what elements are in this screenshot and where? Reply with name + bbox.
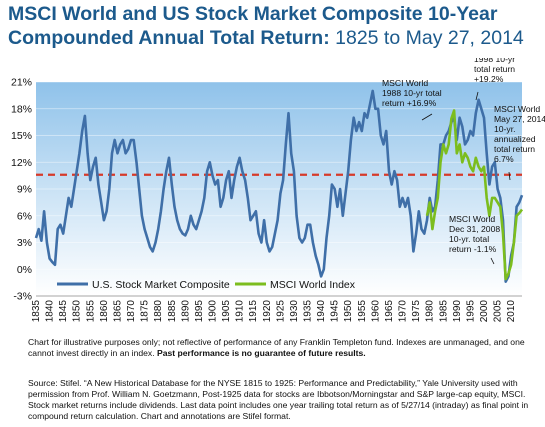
x-tick-label: 1860 xyxy=(99,300,110,323)
x-tick-label: 1855 xyxy=(85,300,96,323)
title-line-1: MSCI World and US Stock Market Composite… xyxy=(8,3,498,25)
x-tick-label: 1990 xyxy=(452,300,463,323)
x-tick-label: 1840 xyxy=(45,300,56,323)
x-tick-label: 1885 xyxy=(167,300,178,323)
annotation-msci-2008: MSCI World Dec 31, 2008 10-yr. total ret… xyxy=(449,214,503,254)
x-tick-label: 1845 xyxy=(58,300,69,323)
y-tick-label: -3% xyxy=(13,291,32,303)
x-tick-label: 1925 xyxy=(275,300,286,323)
annotation-msci-1988: MSCI World 1988 10-yr total return +16.9… xyxy=(382,78,444,108)
x-tick-label: 1965 xyxy=(384,300,395,323)
caption: Chart for illustrative purposes only; no… xyxy=(28,337,540,359)
y-axis: 21% 18% 15% 12% 9% 6% 3% 0% -3% xyxy=(11,77,32,303)
legend-label-us: U.S. Stock Market Composite xyxy=(92,279,230,291)
x-tick-label: 1940 xyxy=(316,300,327,323)
x-tick-label: 1890 xyxy=(180,300,191,323)
x-tick-label: 1960 xyxy=(370,300,381,323)
legend-label-msci: MSCI World Index xyxy=(270,279,356,291)
x-tick-label: 1970 xyxy=(398,300,409,323)
annotation-arrow-1998 xyxy=(475,91,479,101)
y-tick-label: 9% xyxy=(17,184,32,196)
title-line-2-bold: Compounded Annual Total Return: xyxy=(8,27,330,49)
x-tick-label: 1980 xyxy=(425,300,436,323)
y-tick-label: 3% xyxy=(17,237,32,249)
series-line-msci-world xyxy=(425,109,524,281)
y-tick-label: 6% xyxy=(17,210,32,222)
legend: U.S. Stock Market Composite MSCI World I… xyxy=(57,279,356,291)
caption-text: Chart for illustrative purposes only; no… xyxy=(28,337,525,358)
chart-title: MSCI World and US Stock Market Composite… xyxy=(8,2,543,50)
annotation-arrow-2008 xyxy=(490,257,495,265)
x-tick-label: 1985 xyxy=(438,300,449,323)
title-line-2: Compounded Annual Total Return: 1825 to … xyxy=(8,26,543,50)
x-tick-label: 1915 xyxy=(248,300,259,323)
x-tick-label: 2010 xyxy=(506,300,517,323)
y-tick-label: 12% xyxy=(11,157,32,169)
x-tick-label: 1995 xyxy=(465,300,476,323)
series-group xyxy=(34,89,524,283)
x-tick-label: 1905 xyxy=(221,300,232,323)
source-note: Source: Stifel. “A New Historical Databa… xyxy=(28,378,529,421)
x-tick-label: 1870 xyxy=(126,300,137,323)
annotation-msci-may-2014: MSCI World May 27, 2014 10-yr. annualize… xyxy=(494,104,545,164)
annotation-arrow-1988 xyxy=(421,113,433,121)
x-tick-label: 1920 xyxy=(262,300,273,323)
x-tick-label: 1910 xyxy=(235,300,246,323)
series-line-us-composite xyxy=(34,89,524,283)
x-tick-label: 1975 xyxy=(411,300,422,323)
y-tick-label: 15% xyxy=(11,130,32,142)
caption-bold-text: Past performance is no guarantee of futu… xyxy=(156,348,366,358)
x-axis: 1835 1840 1845 1850 1855 1860 1865 1870 1875 1880… xyxy=(31,295,522,323)
x-tick-label: 1900 xyxy=(207,300,218,323)
x-tick-label: 1930 xyxy=(289,300,300,323)
y-tick-label: 0% xyxy=(17,264,32,276)
x-tick-label: 1895 xyxy=(194,300,205,323)
line-chart: 21% 18% 15% 12% 9% 6% 3% 0% -3% 1835 1840 1845 1850… xyxy=(11,58,545,323)
x-tick-label: 2000 xyxy=(479,300,490,323)
x-tick-label: 1850 xyxy=(72,300,83,323)
annotations: MSCI World 1988 10-yr total return +16.9… xyxy=(382,58,545,265)
x-tick-label: 1950 xyxy=(343,300,354,323)
y-tick-label: 18% xyxy=(11,103,32,115)
annotation-arrow-2014 xyxy=(508,171,511,181)
x-tick-label: 2005 xyxy=(493,300,504,323)
x-tick-label: 1875 xyxy=(140,300,151,323)
y-tick-label: 21% xyxy=(11,77,32,89)
x-tick-label: 1880 xyxy=(153,300,164,323)
x-tick-label: 1865 xyxy=(112,300,123,323)
x-tick-label: 1955 xyxy=(357,300,368,323)
x-tick-label: 1835 xyxy=(31,300,42,323)
x-tick-label: 1945 xyxy=(330,300,341,323)
x-tick-label: 1935 xyxy=(303,300,314,323)
title-line-2-rest: 1825 to May 27, 2014 xyxy=(329,27,524,49)
annotation-sp500-1998: S&P500 1998 10-yr total return +19.2% xyxy=(474,58,517,84)
